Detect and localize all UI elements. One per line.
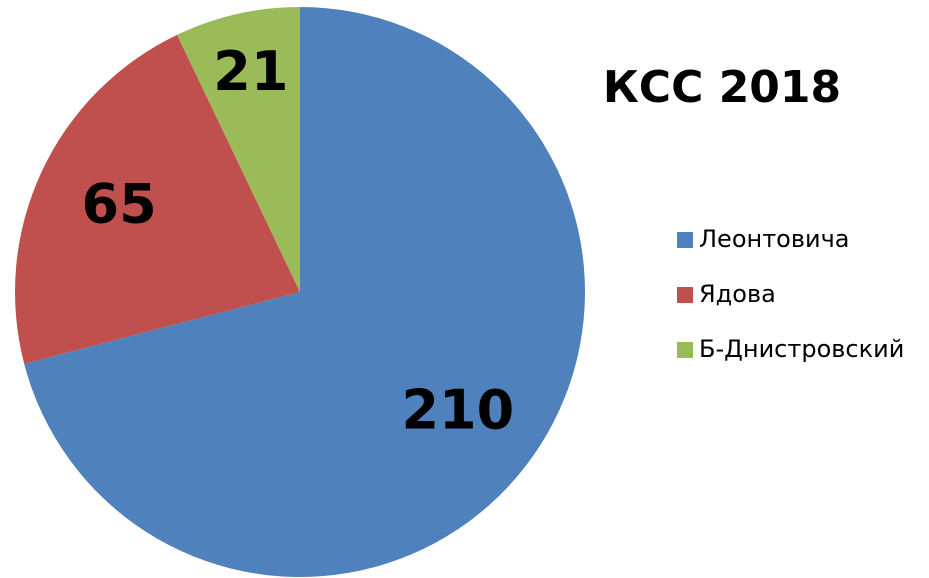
legend-label: Ядова [699,280,776,308]
legend-swatch [677,342,693,358]
chart-title: КСС 2018 [603,62,841,113]
legend-label: Б-Днистровский [699,335,904,363]
legend-swatch [677,287,693,303]
legend-swatch [677,232,693,248]
pie-slice [177,7,300,292]
data-label: 21 [213,40,288,103]
data-label: 210 [401,379,514,442]
pie-slice [15,34,301,364]
legend-label: Леонтовича [699,225,849,253]
data-label: 65 [82,173,157,236]
pie-slice [24,7,585,577]
